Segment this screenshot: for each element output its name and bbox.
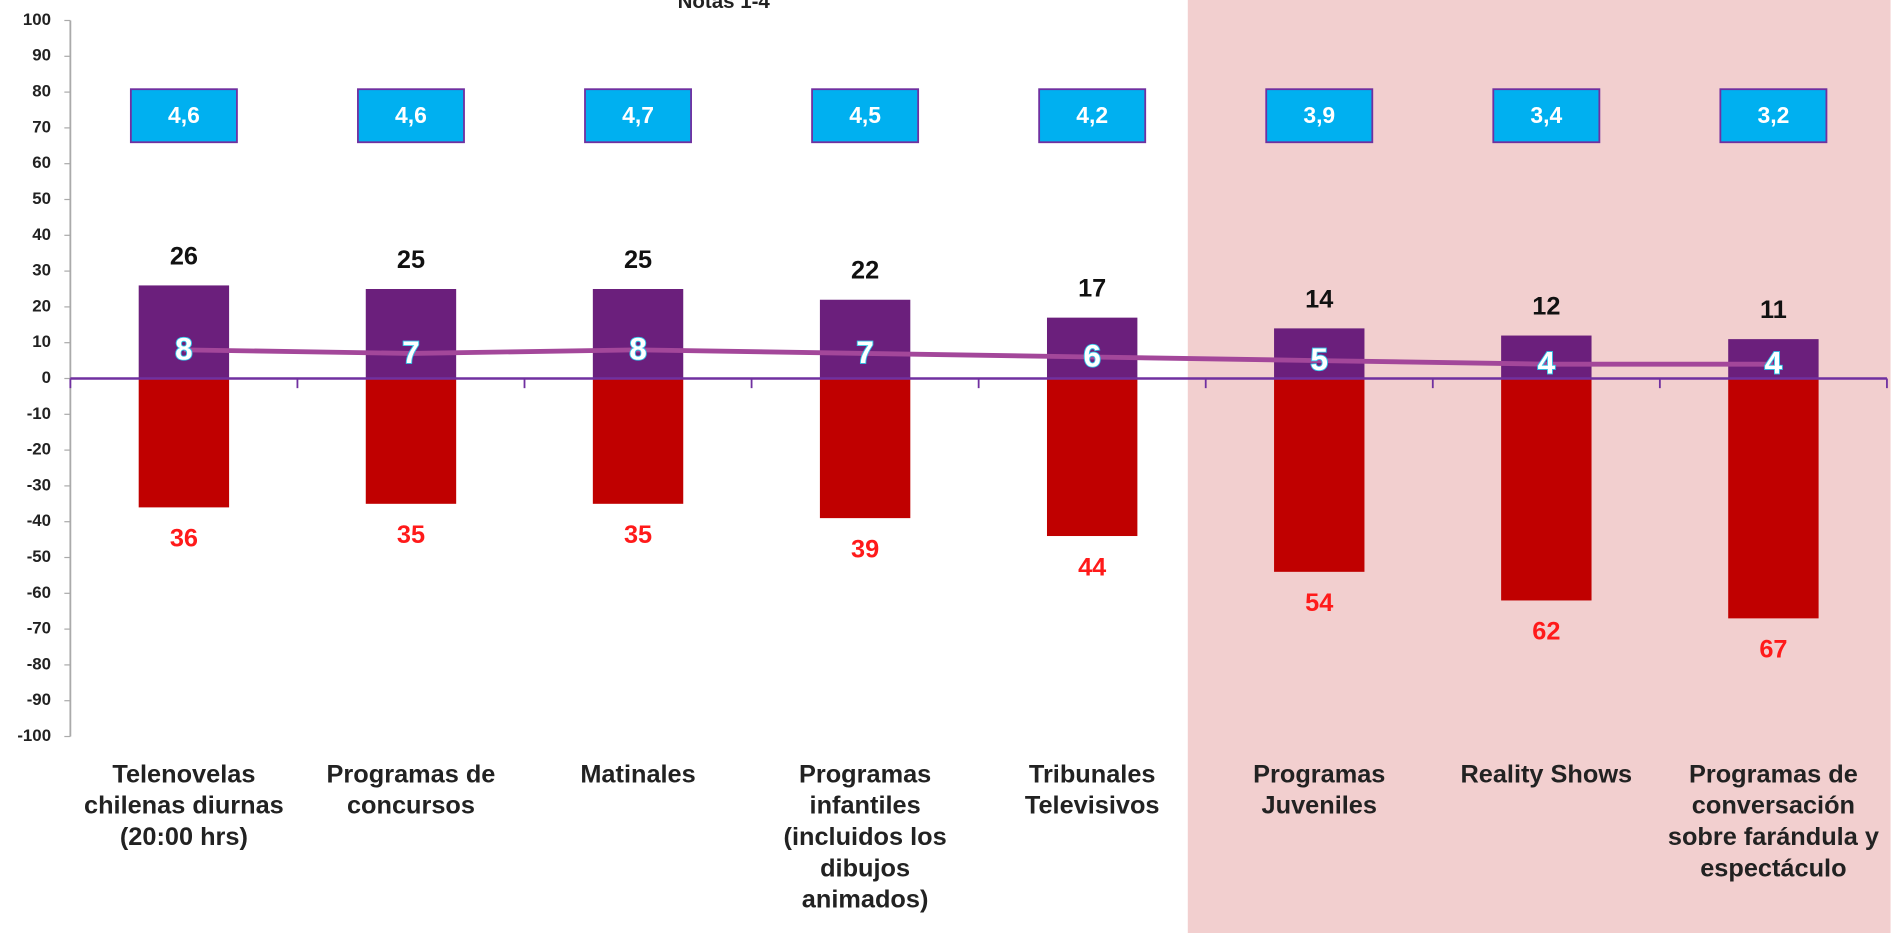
x-label-box: Reality Shows xyxy=(1460,760,1633,789)
data-label: 35 xyxy=(624,521,652,549)
bar xyxy=(1501,335,1592,379)
x-tick-label: Matinales xyxy=(580,760,696,789)
x-tick-label: Tribunales Televisivos xyxy=(1024,760,1160,820)
x-label-box: Tribunales Televisivos xyxy=(1024,760,1160,820)
note-label: 4,6 xyxy=(168,102,200,128)
data-label: 25 xyxy=(624,246,652,274)
y-tick-label: 80 xyxy=(32,82,51,101)
y-tick-label: -60 xyxy=(27,583,51,602)
bar xyxy=(1274,378,1365,572)
y-tick-label: 0 xyxy=(42,368,51,387)
bar xyxy=(1046,378,1138,537)
chart-title: Notas 1-4 xyxy=(678,0,771,13)
x-tick-label: Programas de conversación sobre farándul… xyxy=(1667,760,1879,883)
line-label: 7 xyxy=(856,335,873,370)
bar xyxy=(592,289,684,379)
data-label: 11 xyxy=(1760,296,1787,324)
bar xyxy=(365,289,457,379)
y-tick-label: 100 xyxy=(23,10,51,29)
y-tick-label: -50 xyxy=(27,547,51,566)
bar xyxy=(138,285,230,379)
note-label: 4,6 xyxy=(395,102,427,128)
bar xyxy=(592,378,684,504)
data-label: 25 xyxy=(397,246,425,274)
data-label: 44 xyxy=(1078,553,1106,581)
x-label-box: Telenovelas chilenas diurnas (20:00 hrs) xyxy=(83,760,284,852)
y-tick-label: -30 xyxy=(27,475,51,494)
note-box xyxy=(584,88,692,144)
line-label: 6 xyxy=(1083,339,1100,374)
y-tick-label: 70 xyxy=(32,117,51,136)
y-tick-label: 40 xyxy=(32,225,51,244)
line-label: 4 xyxy=(1538,346,1556,381)
data-label: 39 xyxy=(851,535,879,563)
y-tick-label: 60 xyxy=(32,153,51,172)
y-tick-label: 30 xyxy=(32,261,51,280)
line-label: 8 xyxy=(175,331,192,366)
line xyxy=(183,347,1774,367)
data-label: 14 xyxy=(1305,285,1333,313)
x-tick-label: Programas Juveniles xyxy=(1253,760,1386,820)
data-label: 26 xyxy=(170,242,198,270)
data-label: 12 xyxy=(1532,293,1560,321)
note-box xyxy=(357,88,465,144)
bar xyxy=(138,378,230,508)
data-label: 67 xyxy=(1759,636,1787,664)
x-label-box: Programas de conversación sobre farándul… xyxy=(1667,760,1879,883)
note-box xyxy=(129,88,238,144)
y-tick-label: -100 xyxy=(17,726,51,745)
x-tick-label: Programas de concursos xyxy=(326,760,496,820)
data-label: 36 xyxy=(170,525,198,553)
y-tick-label: -20 xyxy=(27,440,51,459)
y-tick-label: -40 xyxy=(27,511,51,530)
note-label: 3,9 xyxy=(1303,102,1335,128)
bar xyxy=(819,299,911,379)
y-tick-label: -90 xyxy=(27,690,51,709)
bar xyxy=(1728,378,1819,619)
data-label: 62 xyxy=(1532,618,1560,646)
data-label: 35 xyxy=(397,521,425,549)
note-label: 3,2 xyxy=(1757,102,1789,128)
data-label: 22 xyxy=(851,257,879,285)
note-box xyxy=(811,88,920,144)
y-tick-label: -10 xyxy=(27,404,51,423)
line-label: 5 xyxy=(1311,342,1328,377)
bar xyxy=(1501,378,1592,601)
note-label: 4,7 xyxy=(622,102,654,128)
line-label: 8 xyxy=(629,331,646,366)
bar xyxy=(365,378,457,504)
y-tick-label: -80 xyxy=(27,654,51,673)
data-label: 54 xyxy=(1305,589,1333,617)
x-tick-label: Reality Shows xyxy=(1460,760,1633,789)
data-label: 17 xyxy=(1078,275,1106,303)
y-tick-label: 10 xyxy=(32,332,51,351)
x-tick-label: Telenovelas chilenas diurnas (20:00 hrs) xyxy=(83,760,284,852)
bar xyxy=(1274,328,1365,379)
x-label-box: Programas Juveniles xyxy=(1253,760,1386,820)
y-tick-label: 90 xyxy=(32,46,51,65)
x-tick-label: Programas infantiles (incluidos los dibu… xyxy=(783,760,947,914)
y-tick-label: 50 xyxy=(32,189,51,208)
note-label: 3,4 xyxy=(1530,102,1562,128)
line-label: 4 xyxy=(1765,346,1783,381)
line-label: 7 xyxy=(402,335,419,370)
note-label: 4,5 xyxy=(849,102,881,128)
x-label-box: Programas infantiles (incluidos los dibu… xyxy=(783,760,947,914)
bar xyxy=(1728,339,1819,379)
note-box xyxy=(1492,88,1601,144)
note-box xyxy=(1719,88,1828,144)
note-label: 4,2 xyxy=(1076,102,1108,128)
y-tick-label: -70 xyxy=(27,619,51,638)
x-label-box: Programas de concursos xyxy=(326,760,496,820)
bar xyxy=(1046,317,1138,379)
note-box xyxy=(1265,88,1374,144)
x-label-box: Matinales xyxy=(580,760,696,789)
y-tick-label: 20 xyxy=(32,296,51,315)
note-box xyxy=(1038,88,1147,144)
bar xyxy=(819,378,911,519)
